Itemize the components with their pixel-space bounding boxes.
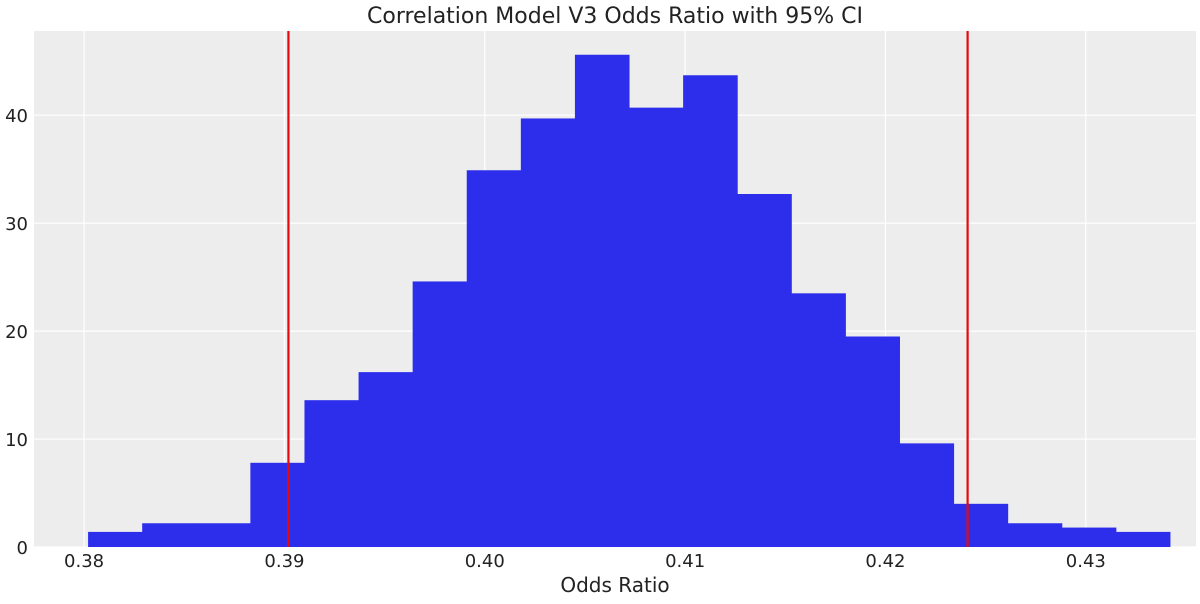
y-tick-label: 40 [5,106,28,127]
histogram-bar [574,54,630,547]
histogram-bar [196,523,251,547]
histogram-bars [88,54,1171,548]
histogram-bar [1115,531,1171,547]
histogram-bar [358,372,414,547]
histogram-bar [683,75,738,548]
y-tick-label: 30 [5,214,28,235]
histogram-bar [845,336,900,547]
histogram-bar [142,523,197,547]
histogram-bar [88,531,143,547]
histogram-bar [412,281,468,547]
x-tick-label: 0.40 [465,551,505,572]
x-tick-label: 0.39 [264,551,304,572]
y-tick-label: 10 [5,430,28,451]
ci-lines [287,31,969,547]
histogram-bar [304,400,360,547]
histogram-bar [250,462,305,547]
chart-title: Correlation Model V3 Odds Ratio with 95%… [367,4,863,29]
x-tick-label: 0.41 [665,551,705,572]
histogram-bar [520,118,576,547]
histogram-bar [737,194,792,547]
tick-labels: 0.38 0.39 0.40 0.41 0.42 0.43 0 10 20 30 40 [5,106,1106,572]
histogram-bar [629,107,684,547]
histogram-bar [466,170,522,547]
histogram-bar [1007,523,1063,547]
histogram-bar [1061,527,1117,547]
x-tick-label: 0.43 [1066,551,1106,572]
y-tick-label: 20 [5,322,28,343]
y-tick-label: 0 [17,538,28,559]
x-axis-label: Odds Ratio [560,573,669,597]
histogram-bar [899,443,955,547]
histogram-bar [791,293,846,547]
x-tick-label: 0.42 [865,551,905,572]
histogram-bar [953,503,1009,547]
x-tick-label: 0.38 [64,551,104,572]
